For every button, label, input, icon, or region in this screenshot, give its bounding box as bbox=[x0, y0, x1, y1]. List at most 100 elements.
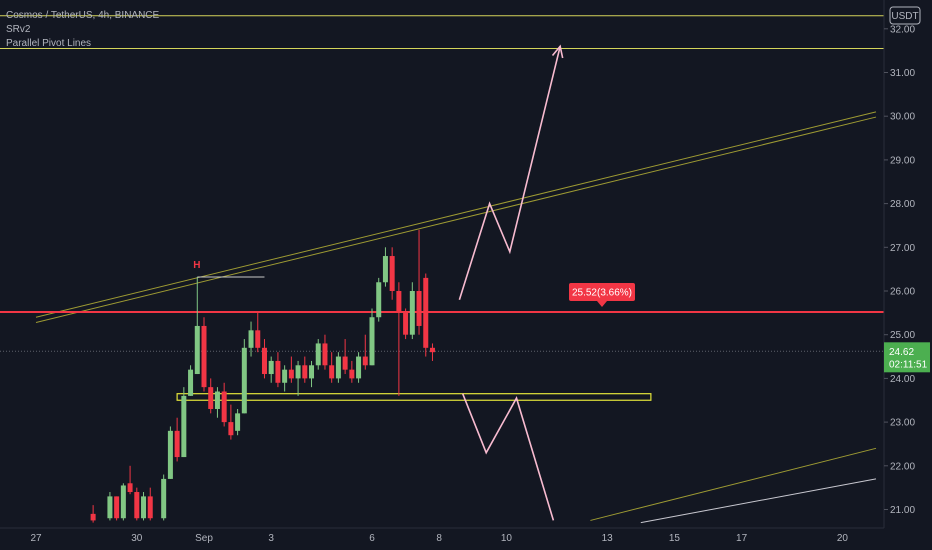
candle-body bbox=[282, 369, 288, 383]
candle-body bbox=[369, 317, 375, 366]
x-tick-label: 6 bbox=[369, 533, 375, 544]
candle bbox=[214, 387, 220, 418]
candle bbox=[416, 229, 422, 335]
candle bbox=[349, 360, 355, 383]
candle bbox=[208, 378, 214, 414]
y-tick-label: 25.00 bbox=[890, 330, 915, 341]
candle bbox=[261, 339, 267, 379]
candle bbox=[376, 277, 382, 322]
candle-body bbox=[423, 277, 429, 348]
candle bbox=[295, 360, 301, 396]
candle bbox=[201, 317, 207, 392]
x-tick-label: 13 bbox=[602, 533, 614, 544]
symbol-title[interactable]: Cosmos / TetherUS, 4h, BINANCE bbox=[6, 10, 160, 21]
candle-body bbox=[241, 347, 247, 414]
currency-button[interactable]: USDT bbox=[889, 6, 921, 25]
candle bbox=[396, 282, 402, 396]
candle bbox=[322, 334, 328, 370]
candle bbox=[147, 487, 153, 521]
candle-body bbox=[429, 347, 435, 353]
candle bbox=[429, 343, 435, 361]
last-price-label-bg bbox=[884, 342, 930, 373]
x-tick-label: 20 bbox=[837, 533, 849, 544]
candle bbox=[235, 408, 241, 436]
candle-body bbox=[362, 356, 368, 366]
candle-body bbox=[342, 356, 348, 370]
candle-body bbox=[174, 430, 180, 458]
candle-body bbox=[302, 365, 308, 379]
candle-body bbox=[147, 496, 153, 519]
y-tick-label: 23.00 bbox=[890, 418, 915, 429]
candle bbox=[114, 496, 120, 521]
time-axis[interactable]: 27 30 Sep 3 6 8 10 13 15 17 20 bbox=[30, 533, 848, 544]
currency-button-label: USDT bbox=[891, 11, 918, 22]
candle bbox=[161, 474, 167, 521]
pivot-high-label: H bbox=[193, 260, 200, 271]
x-tick-label: Sep bbox=[195, 533, 213, 544]
bearish-scenario-path bbox=[461, 393, 555, 521]
candle-body bbox=[356, 356, 362, 379]
candle bbox=[120, 483, 126, 521]
pivot-channel-line bbox=[590, 447, 877, 521]
candle-body bbox=[349, 369, 355, 379]
pivot-channel-line bbox=[35, 116, 877, 323]
candle-body bbox=[188, 369, 194, 396]
x-tick-label: 30 bbox=[131, 533, 143, 544]
candle-body bbox=[309, 365, 315, 379]
y-tick-label: 27.00 bbox=[890, 243, 915, 254]
candle-body bbox=[295, 365, 301, 379]
resistance-label: 25.52(3.66%) bbox=[569, 282, 635, 307]
indicator-srv2[interactable]: SRv2 bbox=[6, 24, 31, 35]
candle bbox=[268, 356, 274, 383]
candle bbox=[194, 277, 200, 375]
candle-body bbox=[194, 325, 200, 375]
candle-body bbox=[409, 291, 415, 335]
resistance-label-pointer bbox=[597, 300, 607, 307]
candle-body bbox=[90, 513, 96, 521]
candle-body bbox=[161, 478, 167, 519]
candle-body bbox=[127, 483, 133, 493]
candle-body bbox=[396, 291, 402, 313]
candle-body bbox=[416, 291, 422, 326]
candle-body bbox=[389, 256, 395, 291]
candle-body bbox=[141, 496, 147, 519]
candle bbox=[134, 487, 140, 521]
y-tick-label: 26.00 bbox=[890, 287, 915, 298]
last-price-value: 24.62 bbox=[889, 347, 914, 358]
price-axis-bg bbox=[884, 0, 932, 528]
y-tick-label: 29.00 bbox=[890, 155, 915, 166]
candle bbox=[221, 382, 227, 427]
x-tick-label: 17 bbox=[736, 533, 748, 544]
candle bbox=[141, 492, 147, 521]
pivot-channel-line bbox=[35, 111, 877, 318]
resistance-label-bg bbox=[569, 282, 635, 301]
candle bbox=[342, 339, 348, 375]
bar-countdown: 02:11:51 bbox=[889, 359, 928, 370]
candle-body bbox=[181, 395, 187, 458]
candle bbox=[356, 352, 362, 383]
indicator-pivot-lines[interactable]: Parallel Pivot Lines bbox=[6, 38, 92, 49]
candle bbox=[335, 352, 341, 383]
bullish-scenario-path bbox=[458, 46, 561, 300]
resistance-label-text: 25.52(3.66%) bbox=[572, 287, 632, 298]
candle-body bbox=[114, 496, 120, 519]
candle-body bbox=[228, 422, 234, 436]
candle-body bbox=[335, 356, 341, 379]
candle-body bbox=[235, 413, 241, 431]
candle bbox=[228, 404, 234, 440]
candle-body bbox=[134, 492, 140, 519]
y-tick-label: 22.00 bbox=[890, 461, 915, 472]
candle bbox=[275, 352, 281, 388]
candle bbox=[389, 247, 395, 300]
candle bbox=[369, 308, 375, 366]
x-tick-label: 10 bbox=[501, 533, 513, 544]
x-tick-label: 15 bbox=[669, 533, 681, 544]
candle bbox=[167, 426, 173, 479]
y-tick-label: 32.00 bbox=[890, 24, 915, 35]
price-axis[interactable]: 21.00 22.00 23.00 24.00 25.00 26.00 27.00 28.00… bbox=[884, 24, 915, 516]
candle-body bbox=[107, 496, 113, 519]
y-tick-label: 30.00 bbox=[890, 112, 915, 123]
